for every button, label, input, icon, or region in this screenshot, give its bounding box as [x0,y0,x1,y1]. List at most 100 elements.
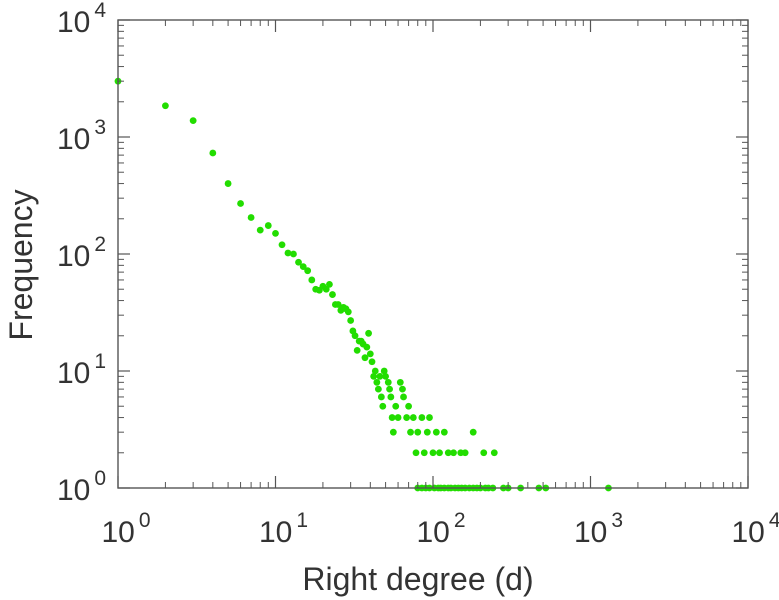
data-point [256,226,264,234]
data-point [290,250,297,258]
y-axis-label: Frequency [3,189,39,340]
y-tick-exponent: 0 [94,467,106,490]
data-point [370,372,378,380]
data-point [376,372,384,380]
y-tick-exponent: 1 [94,350,106,373]
data-point [394,414,402,421]
data-point [224,180,232,187]
data-point [379,402,387,410]
data-point [469,428,477,436]
data-point [278,241,286,249]
y-tick-base: 10 [57,240,90,273]
data-point [368,358,376,366]
data-point [347,317,355,324]
data-point [308,276,316,284]
x-tick-base: 10 [574,516,607,549]
data-point [440,428,448,436]
x-tick-base: 10 [259,516,292,549]
x-tick-label: 10 4 [731,509,779,549]
data-point [480,449,488,457]
data-point [426,414,433,421]
data-point [490,449,498,457]
data-point [377,393,385,401]
y-tick-label: 10 0 [57,467,106,507]
data-point [412,449,420,457]
data-point [461,449,469,457]
data-point [304,267,312,275]
x-axis-label: Right degree (d) [302,561,533,597]
y-tick-base: 10 [57,474,90,507]
x-tick-exponent: 4 [769,509,779,532]
data-point [334,301,342,308]
data-point [382,372,389,380]
data-point [423,428,431,436]
data-point [432,428,440,436]
data-point [444,449,452,457]
data-point [450,449,457,457]
plot-frame [117,19,749,489]
data-point [429,449,437,457]
data-point [400,393,407,401]
x-tick-labels: 10 0 10 1 10 2 10 3 10 4 [101,509,779,549]
data-point [209,149,217,157]
x-tick-exponent: 3 [611,509,623,532]
data-point [162,102,169,110]
data-point [237,200,244,207]
data-point [373,378,381,386]
y-tick-base: 10 [57,6,90,39]
data-point [189,117,197,125]
data-point [380,367,388,375]
y-tick-exponent: 4 [94,0,106,22]
data-point [387,393,395,401]
data-point [351,332,359,340]
data-point [295,258,302,266]
x-tick-exponent: 1 [296,509,308,532]
x-tick-base: 10 [101,516,134,549]
x-tick-label: 10 0 [101,509,150,549]
data-point [396,378,404,386]
data-point [384,378,392,386]
data-point [264,222,272,229]
x-tick-label: 10 2 [416,509,465,549]
data-point [284,249,292,257]
data-point [414,428,422,436]
data-point [374,385,382,393]
data-point [403,414,411,421]
data-point [389,428,397,436]
data-point [420,449,428,457]
x-tick-base: 10 [731,516,764,549]
data-point [386,385,393,393]
y-tick-exponent: 3 [94,116,106,139]
data-point [361,354,369,362]
data-point [363,343,371,351]
minor-ticks [118,20,748,488]
data-point [392,402,400,410]
data-point [272,230,279,237]
y-tick-base: 10 [57,123,90,156]
y-tick-label: 10 4 [57,0,106,39]
x-tick-base: 10 [416,516,449,549]
data-point [299,263,307,271]
y-tick-exponent: 2 [94,233,106,256]
data-point [418,414,426,421]
y-tick-base: 10 [57,357,90,390]
x-tick-exponent: 0 [139,509,151,532]
x-tick-label: 10 1 [259,509,308,549]
y-tick-label: 10 1 [57,350,106,390]
y-tick-label: 10 2 [57,233,106,273]
data-point [247,214,255,221]
x-tick-label: 10 3 [574,509,623,549]
data-point [365,329,372,337]
data-point [399,385,406,393]
data-point [366,350,374,358]
data-point [436,449,443,457]
data-point [388,414,396,421]
data-point [353,347,361,354]
data-point [329,291,336,298]
data-point [405,402,412,410]
data-point [344,308,352,316]
y-tick-label: 10 3 [57,116,106,156]
